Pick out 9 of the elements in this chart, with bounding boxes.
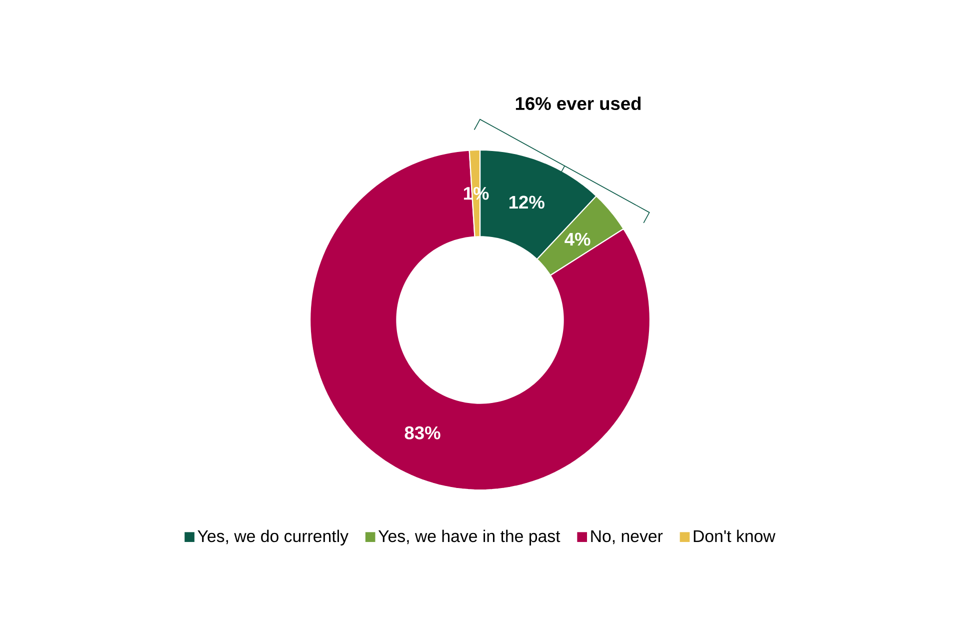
data-label: 4% [564,232,590,246]
legend-label: Don't know [694,530,776,542]
data-label: 1% [464,186,489,200]
data-label: 83% [404,426,440,440]
legend-label: No, never [591,530,663,544]
data-label: 12% [509,196,544,209]
legend-label: Yes, we have in the past [378,530,560,546]
legend-label: Yes, we do currently [198,530,348,546]
text: 16% ever used [516,96,641,110]
